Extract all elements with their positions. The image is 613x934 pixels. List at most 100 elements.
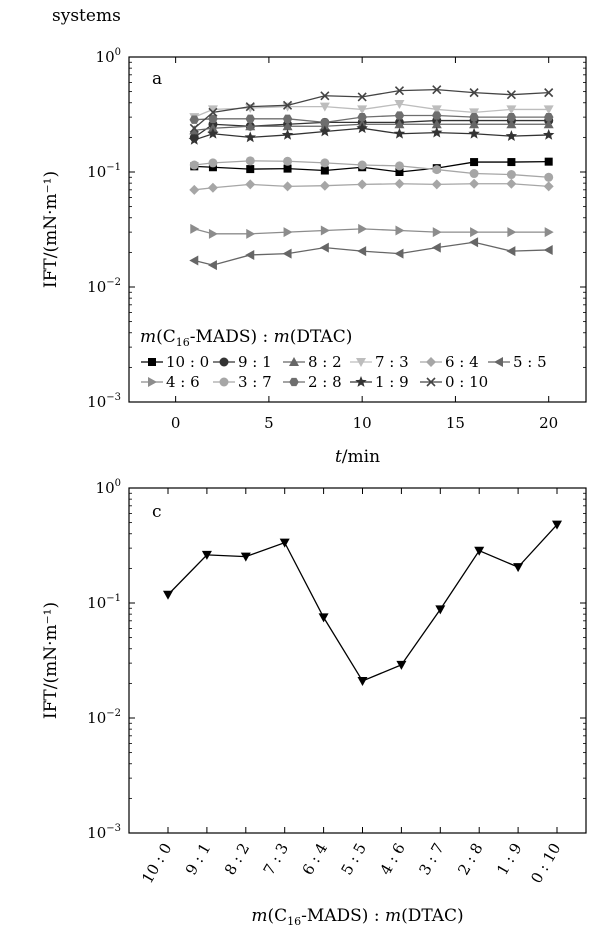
data-point (189, 125, 200, 135)
series-2:8 (189, 111, 554, 127)
data-point (245, 156, 255, 166)
data-point (319, 180, 330, 191)
x-tick-label: 9 : 1 (182, 840, 214, 878)
data-point (320, 225, 330, 236)
y-axis-title: IFT/(mN·m⁻¹) (41, 171, 61, 288)
legend-item: 6 : 4 (420, 353, 479, 371)
panel-label: c (152, 502, 162, 522)
data-point (432, 165, 442, 175)
data-point (244, 131, 256, 143)
data-point (469, 112, 479, 122)
series-10:0 (190, 157, 553, 176)
data-point (506, 178, 517, 189)
data-point (246, 165, 255, 174)
data-point (245, 249, 255, 260)
x-tick-label: 3 : 7 (415, 840, 447, 878)
y-tick-label: 10−3 (87, 823, 121, 842)
y-tick-label: 10−3 (87, 392, 121, 411)
data-point (282, 114, 293, 123)
data-point (431, 242, 441, 253)
data-point (282, 121, 293, 131)
legend-marker (289, 357, 299, 366)
data-point (542, 128, 555, 140)
y-tick-label: 10−2 (87, 277, 121, 296)
data-point (207, 105, 218, 115)
y-axis: 100 10−1 10−2 10−3 IFT/(mN·m⁻¹) (41, 478, 586, 842)
series-0:10 (189, 85, 554, 133)
plot-frame (128, 56, 587, 403)
data-point (506, 112, 517, 122)
legend-marker (355, 376, 367, 387)
data-point (474, 546, 485, 556)
series-line (194, 241, 549, 266)
data-point (468, 127, 480, 139)
data-point (282, 100, 293, 110)
data-point (356, 122, 368, 134)
data-point (357, 92, 367, 102)
legend-item: 1 : 9 (350, 373, 409, 391)
series-8:2 (189, 119, 554, 135)
x-tick-label: 6 : 4 (299, 840, 331, 878)
data-point (208, 114, 218, 123)
data-point (544, 88, 554, 98)
legend: m(C16-MADS) : m(DTAC) 10 : 0 9 : 1 8 : 2 7 :… (140, 327, 547, 391)
data-point (431, 119, 442, 129)
series-1:9 (188, 122, 555, 145)
data-point (246, 228, 256, 239)
data-point (318, 613, 329, 623)
data-point (469, 119, 480, 129)
data-point (163, 590, 173, 600)
legend-item: 5 : 5 (488, 353, 547, 371)
legend-item: 8 : 2 (283, 353, 342, 371)
data-point (357, 246, 367, 257)
x-tick-label: 0 : 10 (527, 840, 564, 886)
y-axis-title: IFT/(mN·m⁻¹) (41, 602, 61, 719)
data-point (544, 157, 553, 166)
data-point (189, 160, 199, 170)
data-point (190, 223, 200, 234)
data-point (189, 115, 200, 124)
data-point (394, 248, 404, 259)
data-point (505, 130, 518, 142)
legend-item: 0 : 10 (420, 373, 488, 391)
data-point (394, 178, 405, 189)
data-point (201, 550, 212, 560)
series-5:5 (189, 237, 553, 271)
data-point (358, 223, 368, 234)
x-tick-label: 15 (446, 414, 465, 432)
data-point (319, 125, 331, 137)
legend-label: 7 : 3 (375, 353, 409, 371)
x-tick-label: 5 (264, 414, 274, 432)
data-point (507, 158, 516, 167)
data-point (394, 111, 405, 120)
y-tick-label: 10−1 (87, 162, 121, 181)
series-3:7 (189, 156, 554, 182)
data-point (357, 160, 367, 170)
legend-marker (148, 358, 156, 366)
legend-label: 9 : 1 (238, 353, 272, 371)
legend-item: 2 : 8 (283, 373, 342, 391)
data-point (208, 228, 218, 239)
data-point (357, 179, 368, 190)
legend-item: 3 : 7 (213, 373, 272, 391)
data-point (245, 179, 256, 190)
data-point (543, 119, 554, 129)
data-point (189, 255, 199, 266)
x-tick-label: 20 (539, 414, 558, 432)
series-6:4 (189, 178, 554, 195)
data-point (394, 119, 405, 129)
data-point (506, 246, 516, 257)
data-point (240, 552, 251, 562)
data-point (506, 119, 517, 129)
legend-marker (289, 377, 299, 387)
data-point (320, 166, 329, 175)
legend-label: 10 : 0 (166, 353, 209, 371)
x-tick-label: 8 : 2 (221, 840, 253, 878)
chart-a: 100 10−1 10−2 10−3 IFT/(mN·m⁻¹) 0 5 10 15 20 t/min… (41, 47, 587, 467)
legend-label: 2 : 8 (308, 373, 342, 391)
x-axis-title: m(C16-MADS) : m(DTAC) (251, 906, 463, 928)
data-point (432, 227, 442, 238)
legend-marker (426, 377, 436, 387)
legend-label: 1 : 9 (375, 373, 409, 391)
